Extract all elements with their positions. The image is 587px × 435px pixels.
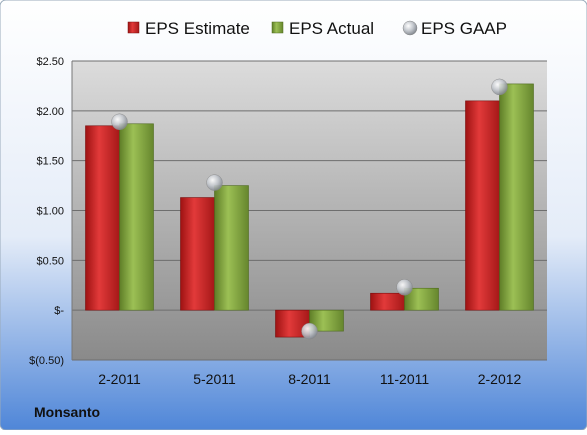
x-tick-label: 8-2011 <box>288 371 331 387</box>
legend-label: EPS Estimate <box>145 19 250 38</box>
bar-eps-actual <box>309 309 344 332</box>
y-tick-label: $0.50 <box>36 255 64 267</box>
y-tick-label: $1.50 <box>36 156 64 168</box>
x-axis: 2-2011 5-2011 8-2011 11-2011 2-2012 <box>98 371 521 387</box>
legend-swatch <box>127 21 140 34</box>
y-tick-label: $(0.50) <box>29 355 64 367</box>
gaap-markers <box>111 78 508 340</box>
bar-eps-estimate <box>370 292 405 311</box>
y-tick-label: $2.50 <box>36 56 64 68</box>
bar-eps-actual <box>404 287 439 311</box>
y-tick-label: $2.00 <box>36 106 64 118</box>
y-axis: $2.50 $2.00 $1.50 $1.00 $0.50 $- $(0.50) <box>29 56 73 367</box>
company-label: Monsanto <box>34 404 100 420</box>
marker-eps-gaap <box>301 322 318 340</box>
legend-swatch <box>271 21 284 34</box>
x-tick-label: 2-2012 <box>478 371 522 387</box>
legend-label: EPS GAAP <box>421 19 507 38</box>
bar-eps-estimate <box>465 100 500 311</box>
x-tick-label: 11-2011 <box>380 371 430 387</box>
marker-eps-gaap <box>491 78 508 96</box>
x-tick-label: 5-2011 <box>193 371 236 387</box>
legend-label: EPS Actual <box>289 19 374 38</box>
marker-eps-gaap <box>111 113 128 131</box>
y-tick-label: $- <box>54 305 64 317</box>
marker-eps-gaap <box>206 174 223 191</box>
bar-eps-actual <box>499 83 534 311</box>
marker-eps-gaap <box>396 278 413 296</box>
bar-eps-actual <box>214 185 249 311</box>
x-tick-label: 2-2011 <box>98 371 141 387</box>
legend: EPS Estimate EPS Actual EPS GAAP <box>127 19 507 38</box>
bar-eps-actual <box>119 123 154 311</box>
bar-eps-estimate <box>180 197 215 311</box>
legend-swatch <box>402 20 418 36</box>
bars <box>85 83 534 338</box>
bar-eps-estimate <box>85 125 120 311</box>
y-tick-label: $1.00 <box>36 206 64 218</box>
